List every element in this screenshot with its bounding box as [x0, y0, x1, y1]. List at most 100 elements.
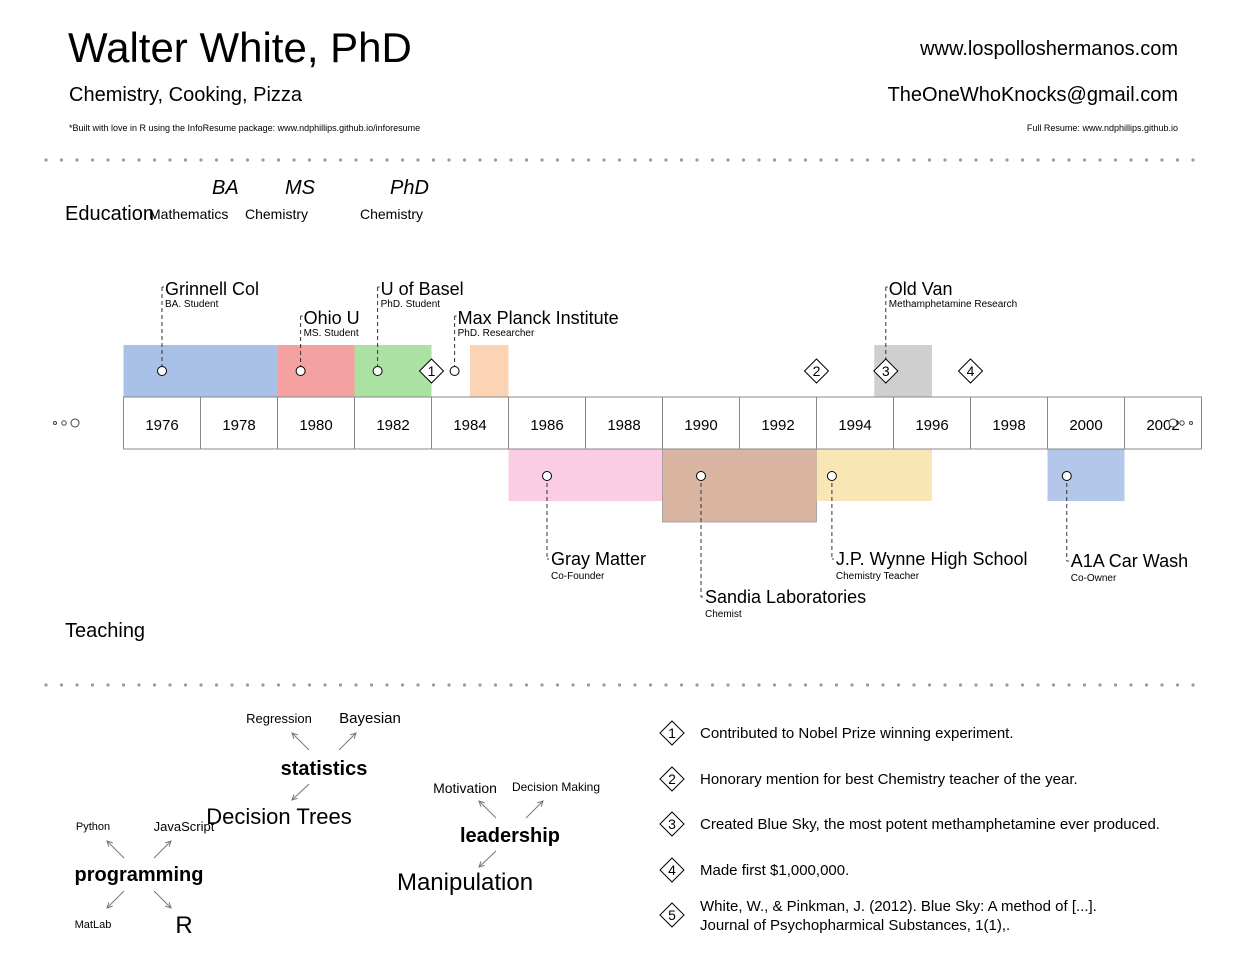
year-label: 1980: [299, 417, 332, 434]
separator-dot: [354, 158, 358, 162]
year-label: 1976: [145, 417, 178, 434]
accomplishment-diamond: [659, 902, 685, 928]
degree-ms-field: Chemistry: [245, 206, 309, 222]
separator-dot: [106, 158, 110, 162]
milestone-diamond-number: 2: [813, 363, 821, 379]
separator-dot: [865, 683, 870, 687]
separator-dot: [524, 158, 529, 162]
interests: Chemistry, Cooking, Pizza: [69, 84, 303, 106]
separator-dot: [509, 158, 513, 162]
separator-dot: [648, 158, 653, 162]
separator-dot: [75, 158, 79, 162]
separator-dot: [385, 683, 389, 687]
axis-end-dot: [70, 418, 80, 428]
website-link[interactable]: www.lospolloshermanos.com: [920, 38, 1178, 60]
accomplishment-text: Contributed to Nobel Prize winning exper…: [700, 725, 1014, 742]
full-resume-link[interactable]: Full Resume: www.ndphillips.github.io: [1026, 123, 1178, 133]
timeline-role: MS. Student: [304, 328, 359, 339]
separator-dot: [493, 683, 498, 687]
accomplishment-diamond-number: 5: [668, 907, 676, 923]
separator-dot: [803, 158, 808, 162]
teaching-label: Teaching: [65, 620, 146, 642]
separator-dot: [385, 158, 389, 162]
accomplishment-diamond: [659, 766, 685, 792]
separator-dot: [1160, 158, 1164, 162]
separator-dot: [137, 683, 141, 687]
skill-statistics: statistics: [281, 758, 368, 780]
separator-dot: [292, 158, 296, 162]
separator-dot: [168, 158, 172, 162]
skill-arrowhead: [478, 861, 485, 868]
separator-dot: [168, 683, 172, 687]
year-label: 1992: [761, 417, 794, 434]
skill-programming: programming: [75, 864, 204, 886]
skill-arrowhead: [291, 794, 298, 801]
footnote: *Built with love in R using the InfoResu…: [69, 123, 421, 133]
year-cell: [1124, 396, 1202, 450]
separator-dot: [586, 683, 591, 687]
separator-dot: [524, 683, 529, 687]
separator-dot: [431, 683, 436, 687]
separator-dot: [1144, 158, 1149, 162]
separator-dot: [648, 683, 653, 687]
separator-dot: [788, 158, 792, 162]
timeline-title: U of Basel: [381, 279, 464, 299]
separator-dot: [44, 683, 48, 687]
skill-arrow: [478, 850, 497, 868]
separator-dot: [1051, 683, 1056, 687]
separator-dot: [1129, 158, 1133, 162]
skill-arrowhead: [537, 800, 544, 807]
timeline-marker: [826, 471, 837, 481]
year-cell: [739, 396, 817, 450]
separator-dot: [1036, 158, 1040, 162]
separator-dot: [261, 683, 265, 687]
separator-dot: [865, 158, 870, 162]
timeline-marker: [696, 471, 706, 481]
skill-arrowhead: [291, 732, 298, 739]
timeline-role: Chemist: [705, 609, 742, 620]
degree-phd-field: Chemistry: [360, 206, 424, 222]
separator-dot: [354, 683, 358, 687]
timeline-bar-2: [354, 345, 432, 397]
timeline-marker: [1061, 471, 1072, 481]
separator-dot: [958, 158, 963, 162]
separator-dot: [757, 158, 761, 162]
timeline-marker: [157, 366, 167, 376]
skill-arrow: [291, 732, 310, 751]
separator-dot: [323, 683, 327, 687]
degree-ba-field: Mathematics: [149, 206, 229, 222]
accomplishment-text: Honorary mention for best Chemistry teac…: [700, 771, 1078, 788]
skill-arrowhead: [478, 800, 485, 807]
separator-dot: [1020, 158, 1025, 162]
skill-item: Decision Making: [512, 780, 600, 794]
skill-item: R: [175, 912, 192, 939]
accomplishment-diamond-number: 1: [668, 725, 676, 741]
separator-dot: [617, 158, 622, 162]
separator-dot: [431, 158, 436, 162]
separator-dot: [679, 683, 684, 687]
axis-end-dot: [1189, 421, 1193, 425]
timeline-bar-lower-0: [508, 449, 663, 501]
year-cell: [277, 396, 355, 450]
separator-dot: [369, 158, 374, 162]
separator-dot: [1051, 158, 1056, 162]
skill-arrowhead: [106, 902, 113, 909]
email-link[interactable]: TheOneWhoKnocks@gmail.com: [887, 84, 1178, 106]
separator-dot: [602, 158, 606, 162]
separator-dot: [726, 683, 730, 687]
skill-arrow: [106, 840, 125, 859]
milestone-diamond: [803, 358, 830, 384]
separator-dot: [1191, 158, 1195, 162]
milestone-diamond-number: 4: [967, 363, 975, 379]
separator-dot: [261, 158, 265, 162]
timeline-title: A1A Car Wash: [1071, 551, 1188, 571]
separator-dot: [199, 158, 203, 162]
separator-dot: [1129, 683, 1133, 687]
separator-dot: [59, 683, 64, 687]
separator-dot: [1113, 683, 1118, 687]
separator-dot: [1175, 158, 1180, 162]
separator-dot: [245, 683, 250, 687]
separator-dot: [183, 683, 188, 687]
separator-dot: [633, 683, 637, 687]
timeline-marker: [449, 366, 460, 376]
